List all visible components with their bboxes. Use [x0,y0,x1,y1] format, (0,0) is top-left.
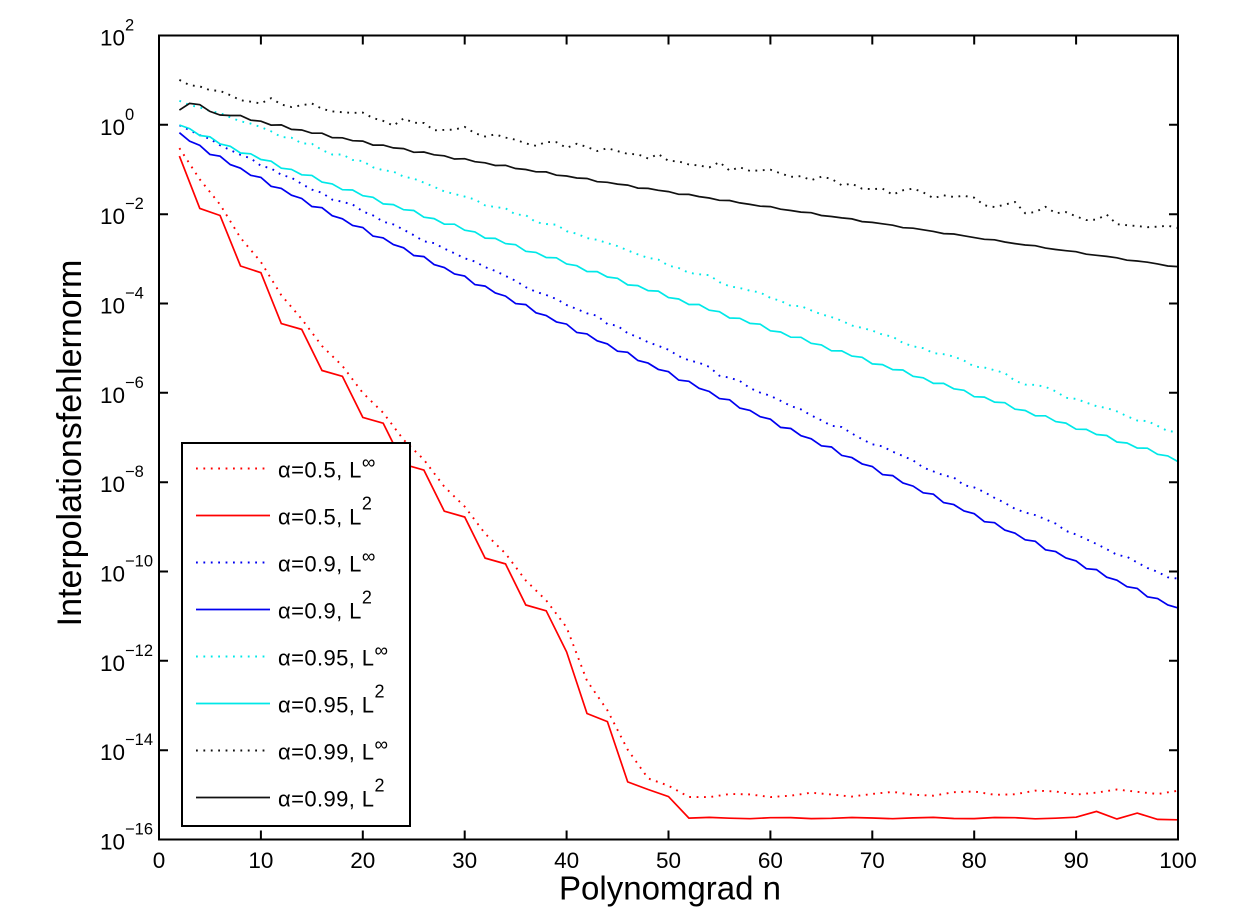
svg-text:10: 10 [248,848,273,873]
svg-text:α=0.5, L∞: α=0.5, L∞ [278,453,376,483]
svg-text:Polynomgrad n: Polynomgrad n [559,870,781,907]
svg-text:α=0.9, L∞: α=0.9, L∞ [278,547,376,577]
svg-text:100: 100 [1159,848,1197,873]
svg-text:α=0.95, L∞: α=0.95, L∞ [278,641,388,671]
svg-text:80: 80 [962,848,987,873]
svg-text:50: 50 [656,848,681,873]
svg-text:60: 60 [758,848,783,873]
svg-text:α=0.99, L∞: α=0.99, L∞ [278,735,388,765]
svg-text:40: 40 [554,848,579,873]
svg-text:Interpolationsfehlernorm: Interpolationsfehlernorm [51,260,89,627]
svg-text:0: 0 [153,848,166,873]
svg-text:20: 20 [350,848,375,873]
svg-text:70: 70 [860,848,885,873]
svg-text:90: 90 [1064,848,1089,873]
svg-text:30: 30 [452,848,477,873]
